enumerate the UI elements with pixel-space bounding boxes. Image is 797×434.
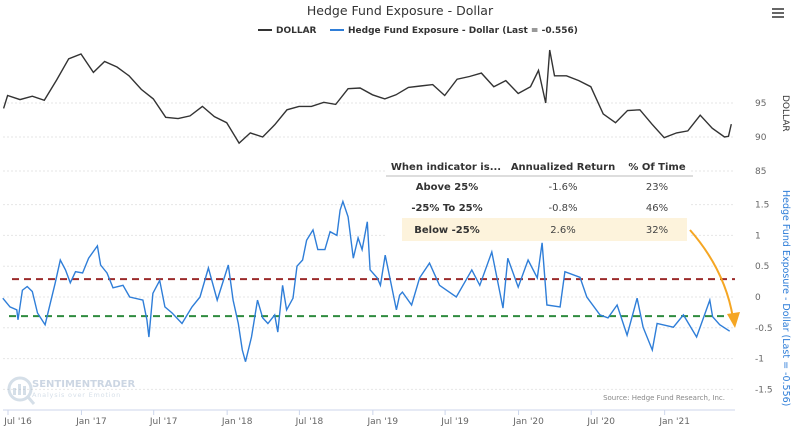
legend-label-hedge: Hedge Fund Exposure - Dollar (Last = -0.…	[348, 26, 578, 36]
x-tick-label: Jul '18	[295, 417, 324, 427]
y-tick-label: 1.5	[755, 201, 769, 211]
table-cell: 46%	[646, 203, 668, 214]
x-tick-label: Jan '20	[512, 417, 544, 427]
x-axis-ticks: Jul '16 Jan '17 Jul '17 Jan '18 Jul '18 Jan '…	[3, 410, 690, 427]
x-tick-label: Jul '20	[586, 417, 615, 427]
sentimentrader-logo: SENTIMENTRADER Analysis over Emotion	[7, 376, 135, 405]
svg-text:SENTIMENTRADER: SENTIMENTRADER	[32, 379, 135, 390]
table-cell: -25% To 25%	[411, 203, 482, 214]
y-axis-ticks: 95 90 85 1.5 1 0.5 0 -0.5 -1 -1.5	[755, 99, 773, 395]
x-tick-label: Jul '19	[440, 417, 469, 427]
table-cell: Above 25%	[416, 182, 479, 193]
table-header: Annualized Return	[511, 162, 615, 173]
x-tick-label: Jul '16	[3, 417, 32, 427]
y-tick-label: 95	[755, 99, 766, 109]
series-line-dollar	[2, 49, 732, 145]
x-tick-label: Jul '17	[149, 417, 178, 427]
table-cell: -0.8%	[548, 203, 577, 214]
arrowhead-icon	[727, 312, 740, 328]
y-axis-title-hedge: Hedge Fund Exposure - Dollar (Last = -0.…	[780, 190, 791, 406]
table-cell: 32%	[646, 225, 668, 236]
y-tick-label: 0.5	[755, 262, 769, 272]
gridlines	[3, 102, 735, 390]
series-line-hedge	[2, 199, 731, 362]
y-tick-label: -0.5	[755, 324, 773, 334]
legend-label-dollar: DOLLAR	[276, 26, 317, 36]
threshold-lines	[9, 278, 735, 318]
y-axis-title-dollar: DOLLAR	[780, 95, 790, 132]
legend-item-hedge[interactable]: Hedge Fund Exposure - Dollar (Last = -0.…	[330, 26, 578, 36]
y-tick-label: 90	[755, 133, 767, 143]
magnifier-logo-icon	[7, 376, 33, 402]
annotation-arrow	[689, 229, 740, 328]
y-tick-label: -1.5	[755, 385, 773, 395]
highlighted-row-background	[402, 218, 687, 241]
menu-button[interactable]	[769, 5, 787, 21]
table-cell: Below -25%	[414, 225, 480, 236]
table-cell: 23%	[646, 182, 668, 193]
svg-text:Analysis over Emotion: Analysis over Emotion	[32, 391, 121, 399]
x-tick-label: Jan '19	[367, 417, 399, 427]
chart-title: Hedge Fund Exposure - Dollar	[307, 3, 494, 18]
stats-table: When indicator is... Annualized Return %…	[385, 155, 693, 242]
x-tick-label: Jan '21	[658, 417, 690, 427]
x-tick-label: Jan '18	[221, 417, 253, 427]
source-credit: Source: Hedge Fund Research, Inc.	[603, 394, 725, 402]
table-cell: -1.6%	[548, 182, 577, 193]
table-cell: 2.6%	[550, 225, 575, 236]
y-tick-label: 1	[755, 231, 761, 241]
table-header: When indicator is...	[391, 162, 501, 173]
y-tick-label: 85	[755, 167, 766, 177]
y-tick-label: 0	[755, 293, 761, 303]
y-tick-label: -1	[755, 355, 764, 365]
table-header: % Of Time	[628, 162, 686, 173]
legend-item-dollar[interactable]: DOLLAR	[258, 26, 317, 36]
x-tick-label: Jan '17	[75, 417, 107, 427]
